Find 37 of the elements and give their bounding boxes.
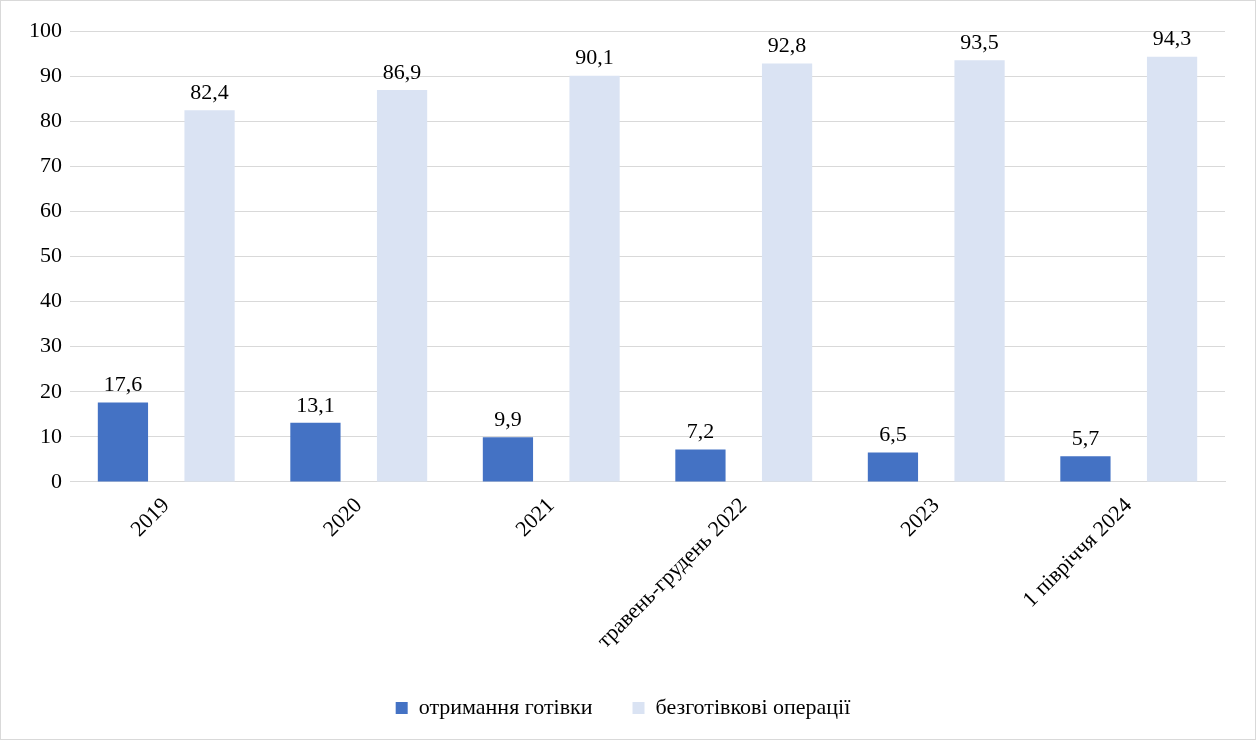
data-label: 7,2 <box>686 418 715 444</box>
bar <box>761 63 813 482</box>
legend-label: отримання готівки <box>418 693 593 719</box>
bar <box>675 449 726 482</box>
bar <box>482 437 534 482</box>
bar <box>1146 56 1198 482</box>
y-tick-label: 90 <box>40 61 62 87</box>
legend-label: безготівкові операції <box>655 693 852 719</box>
y-tick-label: 50 <box>40 242 62 268</box>
y-tick-label: 20 <box>40 377 62 403</box>
data-label: 92,8 <box>767 32 807 58</box>
y-tick-label: 40 <box>40 287 62 313</box>
data-label: 93,5 <box>960 29 999 55</box>
bar <box>376 90 428 482</box>
bar <box>184 110 235 482</box>
y-tick-label: 60 <box>40 197 62 223</box>
bar <box>1060 456 1111 482</box>
data-label: 17,6 <box>103 371 143 397</box>
data-label: 82,4 <box>190 79 229 105</box>
data-label: 94,3 <box>1152 25 1192 51</box>
y-tick-label: 0 <box>51 467 62 493</box>
data-label: 9,9 <box>494 406 522 432</box>
data-label: 13,1 <box>296 391 335 417</box>
y-tick-label: 80 <box>40 106 62 132</box>
bar <box>954 60 1005 482</box>
y-tick-label: 10 <box>40 422 62 448</box>
bar <box>867 452 919 482</box>
data-label: 90,1 <box>575 44 614 70</box>
data-label: 86,9 <box>382 58 422 84</box>
y-tick-label: 70 <box>40 152 62 178</box>
data-label: 6,5 <box>879 421 907 447</box>
bar <box>97 402 149 482</box>
bar <box>290 422 341 482</box>
y-tick-label: 100 <box>29 16 62 42</box>
bar <box>569 75 620 482</box>
y-tick-label: 30 <box>40 332 62 358</box>
data-label: 5,7 <box>1071 424 1100 450</box>
